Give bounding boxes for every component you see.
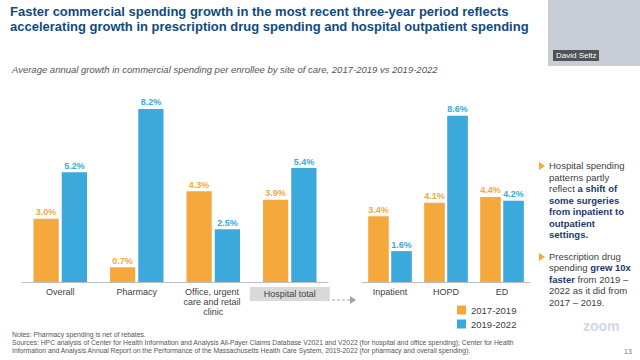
svg-text:2019-2022: 2019-2022 bbox=[471, 319, 516, 330]
html-text:Faster commercial spending gro: Faster commercial spending growth in the… bbox=[10, 4, 529, 34]
svg-text:ED: ED bbox=[496, 287, 509, 297]
html-text:13: 13 bbox=[624, 348, 632, 355]
svg-text:8.6%: 8.6% bbox=[447, 104, 468, 114]
svg-text:Pharmacy: Pharmacy bbox=[116, 287, 157, 297]
svg-text:Overall: Overall bbox=[46, 287, 75, 297]
svg-text:Inpatient: Inpatient bbox=[373, 287, 408, 297]
svg-text:care and retail: care and retail bbox=[183, 297, 243, 307]
svg-text:2017-2019: 2017-2019 bbox=[471, 305, 516, 316]
html-text:Average annual growth in comme: Average annual growth in commercial spen… bbox=[12, 64, 438, 75]
svg-text:4.1%: 4.1% bbox=[424, 191, 445, 201]
html-text:Notes: Pharmacy spending is ne: Notes: Pharmacy spending is net of rebat… bbox=[12, 331, 146, 338]
svg-text:clinic: clinic bbox=[203, 307, 224, 317]
svg-text:4.2%: 4.2% bbox=[503, 189, 524, 199]
svg-text:8.2%: 8.2% bbox=[141, 97, 162, 107]
svg-text:3.9%: 3.9% bbox=[265, 188, 286, 198]
svg-text:Office, urgent: Office, urgent bbox=[185, 287, 241, 297]
svg-text:5.2%: 5.2% bbox=[64, 161, 85, 171]
svg-text:3.0%: 3.0% bbox=[36, 207, 57, 217]
svg-text:2.5%: 2.5% bbox=[217, 218, 238, 228]
svg-text:0.7%: 0.7% bbox=[112, 256, 133, 266]
svg-text:HOPD: HOPD bbox=[433, 287, 460, 297]
svg-text:5.4%: 5.4% bbox=[294, 157, 315, 167]
svg-text:1.6%: 1.6% bbox=[391, 240, 412, 250]
svg-text:3.4%: 3.4% bbox=[368, 205, 389, 215]
html-text:David Seltz: David Seltz bbox=[556, 51, 597, 60]
html-text:zoom: zoom bbox=[583, 318, 620, 334]
svg-text:4.3%: 4.3% bbox=[189, 180, 210, 190]
html-text:Prescription drug spending gre: Prescription drug spending grew 10x fast… bbox=[549, 250, 631, 308]
html-text:Sources: HPC analysis of Cente: Sources: HPC analysis of Center for Heal… bbox=[12, 339, 514, 354]
svg-text:4.4%: 4.4% bbox=[480, 185, 501, 195]
svg-text:Hospital total: Hospital total bbox=[264, 289, 316, 299]
html-text:Hospital spending patterns par: Hospital spending patterns partly reflec… bbox=[549, 160, 625, 240]
